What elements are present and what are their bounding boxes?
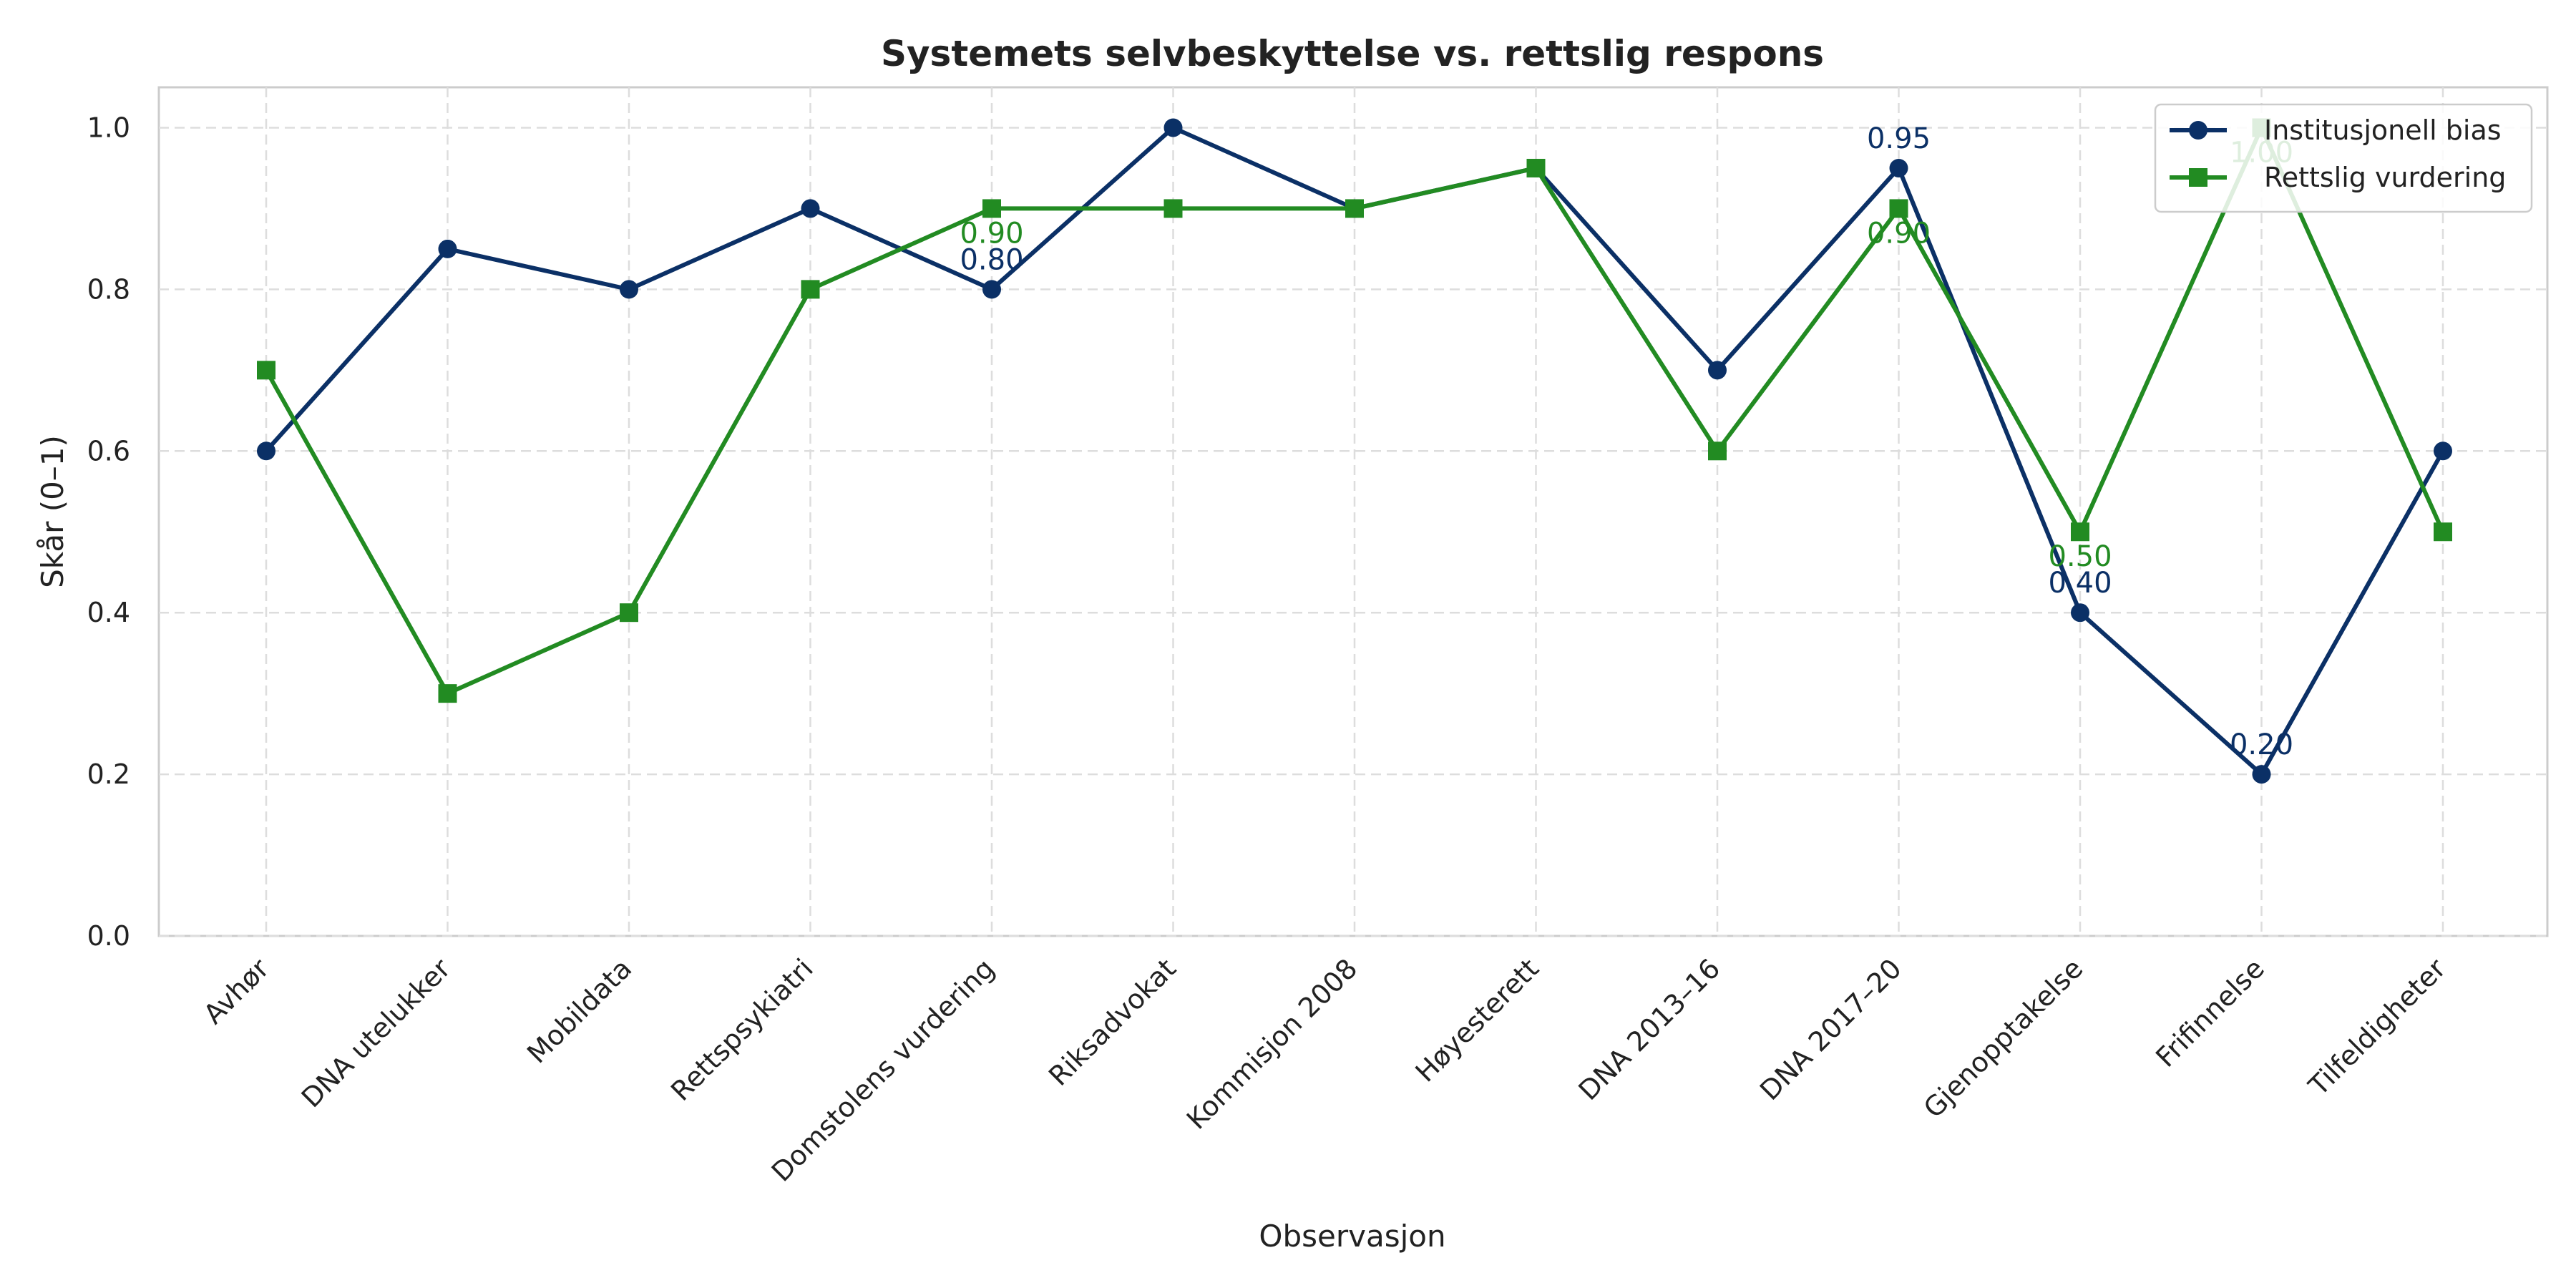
data-point	[982, 280, 1001, 299]
legend-box	[2154, 103, 2533, 213]
data-point	[2434, 441, 2452, 461]
y-axis-label: Skår (0–1)	[35, 435, 70, 588]
data-point	[257, 361, 275, 380]
x-tick-label: Riksadvokat	[1043, 952, 1182, 1092]
x-tick-label: DNA utelukker	[296, 952, 457, 1113]
x-axis-label: Observasjon	[1259, 1219, 1445, 1254]
x-tick-label: Høyesterett	[1410, 952, 1545, 1088]
data-label: 0.20	[2230, 728, 2293, 761]
data-point	[801, 199, 820, 218]
data-point	[620, 280, 638, 299]
data-point	[801, 280, 820, 299]
data-label: 0.80	[960, 243, 1023, 276]
data-point	[620, 603, 638, 623]
data-point	[438, 684, 457, 703]
data-point	[2071, 522, 2089, 542]
legend-label: Rettslig vurdering	[2264, 162, 2506, 193]
legend-item: Institusjonell bias	[2170, 114, 2502, 146]
legend-marker	[2189, 121, 2207, 140]
data-label: 0.50	[2048, 540, 2112, 573]
y-tick-label: 0.4	[87, 597, 130, 628]
legend-marker	[2189, 168, 2207, 187]
series-2	[257, 118, 2452, 703]
data-label: 0.90	[960, 217, 1023, 250]
x-tick-label: DNA 2017–20	[1754, 952, 1908, 1106]
x-tick-label: Tilfeldigheter	[2302, 952, 2451, 1102]
series-layer	[257, 118, 2452, 784]
data-point	[982, 199, 1001, 218]
x-tick-label: Frifinnelse	[2150, 952, 2270, 1073]
data-point	[1163, 118, 1183, 137]
x-tick-label: Avhør	[197, 952, 275, 1030]
legend-item: Rettslig vurdering	[2170, 162, 2506, 193]
data-label: 0.90	[1867, 217, 1931, 250]
grid	[159, 87, 2547, 937]
axis-ticks: 0.0 0.2 0.4 0.6 0.8 1.0 Avhør DNA utelukker Mobi…	[87, 112, 2452, 1187]
data-point	[2252, 765, 2271, 784]
y-tick-label: 1.0	[87, 112, 130, 143]
plot-area	[157, 86, 2549, 937]
data-point	[1708, 361, 1727, 380]
data-point	[1889, 199, 1908, 218]
x-tick-label: Rettspsykiatri	[665, 952, 819, 1107]
data-labels: 0.800.900.950.900.400.500.201.00	[960, 122, 2293, 761]
y-tick-label: 0.8	[87, 273, 130, 305]
data-label: 0.95	[1867, 122, 1931, 155]
data-point	[1889, 158, 1908, 177]
y-tick-label: 0.0	[87, 920, 130, 952]
chart-title: Systemets selvbeskyttelse vs. rettslig r…	[881, 33, 1824, 74]
x-tick-label: Kommisjon 2008	[1181, 952, 1364, 1136]
x-tick-label: Gjenopptakelse	[1918, 952, 2089, 1124]
data-point	[1163, 199, 1183, 218]
data-point	[438, 239, 457, 258]
data-point	[2071, 603, 2089, 623]
data-point	[1526, 158, 1546, 177]
data-point	[1708, 441, 1727, 461]
x-tick-label: Mobildata	[521, 952, 638, 1069]
legend: Institusjonell bias Rettslig vurdering	[2154, 103, 2533, 213]
data-label: 0.40	[2048, 567, 2112, 600]
x-tick-label: DNA 2013–16	[1573, 952, 1727, 1106]
y-tick-label: 0.6	[87, 435, 130, 467]
data-point	[2434, 522, 2452, 542]
data-point	[257, 441, 275, 461]
y-tick-label: 0.2	[87, 758, 130, 790]
legend-label: Institusjonell bias	[2264, 114, 2502, 146]
data-point	[1345, 199, 1364, 218]
